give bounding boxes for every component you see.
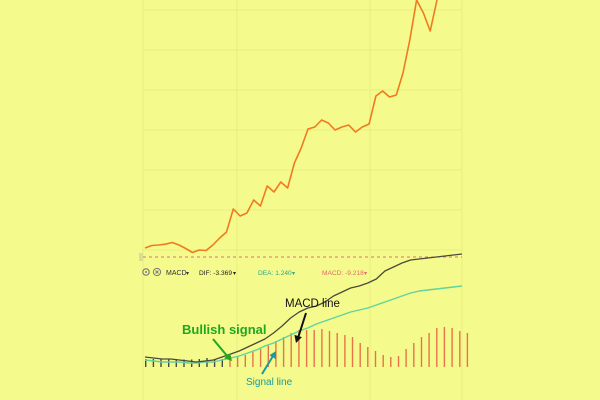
signal-arrowhead xyxy=(269,351,276,360)
histogram-bar xyxy=(382,355,384,367)
bullish-signal-label: Bullish signal xyxy=(182,322,267,337)
macd-line-label: MACD line xyxy=(285,298,340,310)
gear-icon xyxy=(142,268,150,276)
macd-readout[interactable]: MACD: -9.218 ▾ xyxy=(322,270,367,277)
macd-line-annotation: MACD line xyxy=(285,298,340,343)
histogram-bar xyxy=(252,352,254,367)
close-icon xyxy=(152,267,162,277)
close-icon-stroke xyxy=(155,270,159,274)
macd-line-arrow xyxy=(297,312,307,339)
histogram-bar xyxy=(221,359,223,367)
indicator-select[interactable]: MACD ▾ xyxy=(166,270,189,277)
histogram-bar xyxy=(344,335,346,367)
histogram-bar xyxy=(244,355,246,367)
histogram-bar xyxy=(374,351,377,367)
dea-label: DEA: 1.240 xyxy=(258,270,292,277)
histogram-bar xyxy=(428,333,430,367)
histogram-bar xyxy=(259,349,262,367)
histogram-bar xyxy=(328,331,331,367)
macd-line-arrowhead xyxy=(294,334,302,343)
settings-button[interactable] xyxy=(142,268,150,276)
histogram-bar xyxy=(367,347,369,367)
bullish-arrow xyxy=(212,338,229,358)
histogram-bar xyxy=(305,330,308,367)
histogram-bar xyxy=(267,345,269,367)
histogram-bar xyxy=(213,359,216,367)
bullish-arrowhead xyxy=(224,353,232,361)
macd-label: MACD: -9.218 xyxy=(322,270,364,277)
signal-line-label: Signal line xyxy=(246,377,293,388)
histogram-bar xyxy=(282,337,285,367)
histogram-bar xyxy=(145,359,147,367)
histogram-bar xyxy=(420,337,423,367)
histogram-bar xyxy=(298,330,300,367)
histogram-bar xyxy=(390,357,392,367)
dea-readout[interactable]: DEA: 1.240 ▾ xyxy=(258,270,295,277)
bullish-signal-annotation: Bullish signal xyxy=(182,322,267,361)
close-button[interactable] xyxy=(152,267,162,277)
chevron-down-icon: ▾ xyxy=(292,271,295,277)
histogram-bar xyxy=(459,331,461,367)
dif-readout[interactable]: DIF: -3.369 ▾ xyxy=(199,270,236,277)
histogram-bar xyxy=(405,349,407,367)
histogram-bar xyxy=(451,328,453,367)
chevron-down-icon: ▾ xyxy=(233,271,236,277)
histogram-bar xyxy=(443,327,446,367)
macd-line xyxy=(144,253,463,363)
histogram-bar xyxy=(466,333,469,367)
left-edge-marker xyxy=(139,253,143,261)
histogram-bar xyxy=(359,343,361,367)
chevron-down-icon: ▾ xyxy=(364,271,367,277)
histogram-bar xyxy=(160,359,162,367)
histogram-bar xyxy=(168,359,170,367)
histogram-bar xyxy=(336,333,338,367)
price-line xyxy=(144,0,438,254)
chevron-down-icon: ▾ xyxy=(186,271,189,277)
signal-arrow xyxy=(261,355,274,375)
histogram-bar xyxy=(290,333,292,367)
histogram-bar xyxy=(313,330,315,367)
histogram-bar xyxy=(152,359,155,367)
dif-label: DIF: -3.369 xyxy=(199,270,232,277)
signal-line-annotation: Signal line xyxy=(246,351,293,388)
indicator-toolbar: MACD ▾ DIF: -3.369 ▾ DEA: 1.240 ▾ MACD: … xyxy=(142,267,367,277)
indicator-label: MACD xyxy=(166,270,187,277)
histogram-bar xyxy=(436,328,438,367)
gridlines xyxy=(142,0,463,400)
histogram-bar xyxy=(236,356,239,367)
histogram-bar xyxy=(413,343,415,367)
histogram-bar xyxy=(229,357,231,367)
histogram-bar xyxy=(397,356,400,367)
histogram-bar xyxy=(175,359,177,367)
signal-line xyxy=(144,285,463,364)
histogram-bar xyxy=(351,337,354,367)
gear-icon-hub xyxy=(145,271,147,273)
histogram-bar xyxy=(321,329,323,367)
